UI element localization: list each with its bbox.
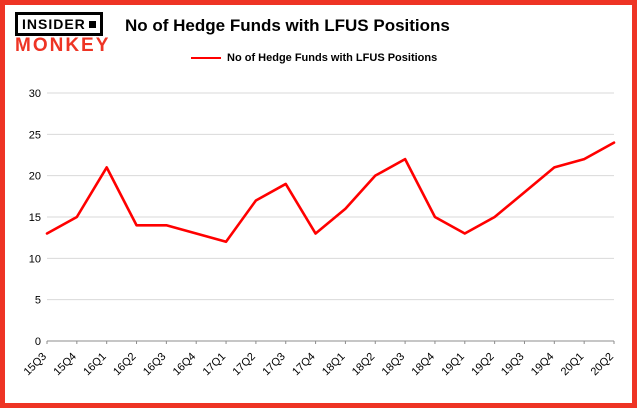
logo-text-monkey: MONKEY — [15, 35, 111, 56]
x-tick-label: 19Q4 — [529, 351, 557, 379]
x-tick-label: 16Q1 — [81, 351, 109, 379]
x-tick-label: 18Q1 — [320, 351, 348, 379]
chart-area: 0 5 10 15 20 25 30 15Q3 15Q4 16Q1 16Q2 16Q3 16Q4 17Q1… — [5, 83, 632, 403]
legend-label: No of Hedge Funds with LFUS Positions — [227, 52, 438, 64]
y-tick-label: 0 — [35, 336, 41, 348]
insider-monkey-logo: INSIDER MONKEY — [15, 12, 111, 56]
x-tick-label: 20Q1 — [559, 351, 587, 379]
page-title: No of Hedge Funds with LFUS Positions — [125, 16, 450, 35]
x-tick-label: 18Q4 — [410, 351, 438, 379]
x-tick-label: 19Q1 — [439, 351, 467, 379]
x-tick-label: 17Q1 — [201, 351, 229, 379]
x-tick-label: 16Q4 — [171, 351, 199, 379]
data-line — [45, 141, 616, 244]
logo-square-icon — [88, 20, 96, 28]
y-tick-label: 30 — [29, 88, 41, 100]
y-tick-label: 5 — [35, 295, 41, 307]
legend-line-swatch — [191, 57, 221, 59]
x-tick-label: 17Q3 — [260, 351, 288, 379]
x-tick-label: 17Q2 — [230, 351, 258, 379]
x-tick-label: 18Q2 — [350, 351, 378, 379]
x-tick-label: 16Q2 — [111, 351, 139, 379]
x-tick-label: 17Q4 — [290, 351, 318, 379]
logo-top: INSIDER — [15, 12, 103, 36]
y-tick-label: 10 — [29, 253, 41, 265]
y-tick-label: 25 — [29, 129, 41, 141]
x-tick-label: 18Q3 — [380, 351, 408, 379]
x-tick-label: 16Q3 — [141, 351, 169, 379]
y-tick-label: 15 — [29, 212, 41, 224]
x-tick-label: 15Q3 — [22, 351, 50, 379]
x-tick-label: 19Q2 — [469, 351, 497, 379]
y-tick-label: 20 — [29, 171, 41, 183]
x-tick-label: 15Q4 — [51, 351, 79, 379]
title-block: No of Hedge Funds with LFUS Positions No… — [125, 12, 450, 64]
x-tick-label: 20Q2 — [589, 351, 617, 379]
line-chart: 0 5 10 15 20 25 30 15Q3 15Q4 16Q1 16Q2 16Q3 16Q4 17Q1… — [22, 88, 617, 379]
logo-text-insider: INSIDER — [22, 16, 86, 32]
legend: No of Hedge Funds with LFUS Positions — [191, 52, 450, 64]
header: INSIDER MONKEY No of Hedge Funds with LF… — [5, 5, 632, 83]
x-tick-label: 19Q3 — [499, 351, 527, 379]
